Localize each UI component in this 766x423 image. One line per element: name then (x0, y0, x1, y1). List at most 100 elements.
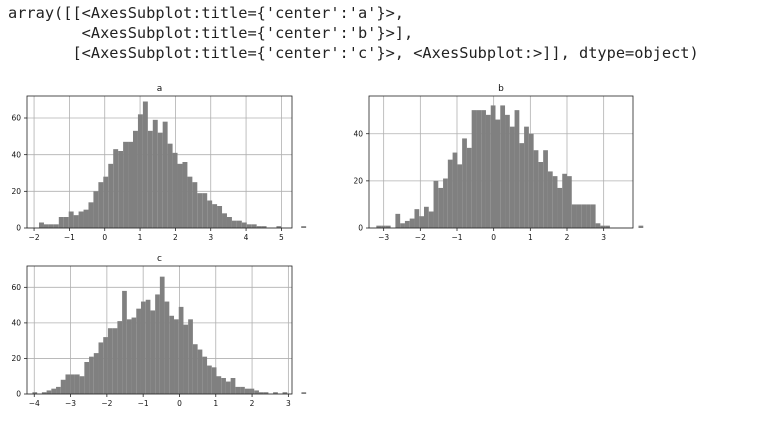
histogram-bar (108, 163, 114, 228)
histogram-bar (137, 114, 143, 228)
histogram-bar (485, 114, 491, 228)
histogram-bar (301, 392, 307, 394)
histogram-bar (128, 141, 133, 228)
histogram-bar (254, 390, 259, 394)
histogram-bar (112, 328, 118, 394)
chart-title: b (498, 84, 504, 94)
histogram-bar (147, 130, 153, 228)
histogram-bar (174, 319, 179, 394)
histogram-bar (562, 173, 567, 228)
histogram-bar (256, 226, 262, 228)
y-tick-label: 20 (353, 177, 363, 186)
x-tick-label: 5 (279, 233, 284, 242)
histogram-bar (538, 162, 544, 228)
histogram-bar (301, 226, 307, 228)
x-tick-label: −1 (138, 399, 149, 408)
y-tick-label: 20 (11, 354, 21, 363)
histogram-bar (117, 321, 123, 394)
histogram-bar (83, 209, 89, 228)
histogram-bar (222, 213, 227, 228)
y-tick-label: 60 (11, 283, 21, 292)
histogram-bar (495, 119, 501, 228)
histogram-bar (98, 342, 104, 394)
histogram-bar (145, 299, 151, 394)
histogram-bar (428, 211, 434, 228)
histogram-bar (88, 202, 94, 228)
histogram-bar (32, 392, 38, 394)
histogram-bar (376, 225, 382, 228)
histogram-bar (126, 319, 132, 394)
histogram-bar (276, 226, 282, 228)
histogram-bar (131, 317, 137, 394)
histogram-bar (216, 376, 222, 394)
output-line-3: [<AxesSubplot:title={'center':'c'}>, <Ax… (8, 44, 699, 62)
histogram-bar (142, 101, 148, 228)
x-tick-label: 2 (173, 233, 178, 242)
histogram-bar (197, 349, 203, 394)
x-tick-label: 1 (213, 399, 218, 408)
histogram-bar (192, 182, 198, 228)
histogram-bar (74, 374, 80, 394)
histogram-bar (39, 222, 44, 228)
x-tick-label: −1 (64, 233, 75, 242)
chart-title: a (157, 84, 163, 94)
x-tick-label: 0 (102, 233, 107, 242)
histogram-bar (590, 204, 596, 228)
histogram-bar (419, 216, 424, 228)
histogram-bar (107, 328, 113, 394)
histogram-bar (136, 308, 141, 394)
x-tick-label: −1 (451, 233, 462, 242)
histogram-bar (236, 220, 242, 228)
y-tick-label: 20 (11, 187, 21, 196)
y-tick-label: 0 (16, 224, 21, 233)
x-tick-label: 0 (177, 399, 182, 408)
x-tick-label: 1 (138, 233, 143, 242)
histogram-bar (385, 225, 391, 228)
histogram-bar (509, 126, 515, 228)
histogram-bar (381, 225, 386, 228)
axes-frame (26, 95, 293, 229)
histogram-bar (58, 217, 64, 228)
histogram-bar (68, 211, 74, 228)
output-text: array([[<AxesSubplot:title={'center':'a'… (8, 3, 699, 63)
histogram-bar (273, 392, 278, 394)
output-line-1: array([[<AxesSubplot:title={'center':'a'… (8, 4, 405, 22)
histogram-bar (581, 204, 587, 228)
histogram-bar (183, 324, 189, 394)
histogram-bar (217, 206, 223, 228)
x-tick-label: 3 (286, 399, 291, 408)
histogram-bar (93, 191, 99, 228)
histogram-bar (543, 150, 548, 228)
x-tick-label: −4 (29, 399, 40, 408)
y-tick-label: 40 (11, 319, 21, 328)
histogram-bar (533, 150, 539, 228)
histogram-bar (452, 152, 458, 228)
x-tick-label: 2 (565, 233, 570, 242)
histogram-bar (207, 200, 213, 228)
histogram-bar (241, 222, 247, 228)
histogram-bar (471, 110, 477, 228)
histogram-bar (221, 378, 226, 394)
histogram-bar (123, 141, 129, 228)
histogram-bar (519, 143, 525, 228)
histogram-bar (63, 217, 69, 228)
histogram-bar (84, 362, 90, 394)
histogram-bar (638, 225, 644, 228)
histogram-bar (249, 388, 255, 394)
histogram-bar (462, 138, 467, 228)
histogram-bar (188, 319, 193, 394)
histogram-bar (547, 171, 553, 228)
histogram-bar (395, 213, 401, 228)
histogram-bar (122, 290, 127, 394)
histogram-bar (51, 388, 57, 394)
histogram-bar (103, 337, 108, 394)
histogram-bar (152, 119, 158, 228)
histogram-bar (164, 301, 170, 394)
histogram-bar (133, 130, 138, 228)
histogram-bar (400, 223, 405, 228)
histogram-bar (79, 376, 85, 394)
histogram-bar (78, 211, 84, 228)
histogram-bar (43, 224, 49, 228)
histogram-bar (466, 147, 472, 228)
